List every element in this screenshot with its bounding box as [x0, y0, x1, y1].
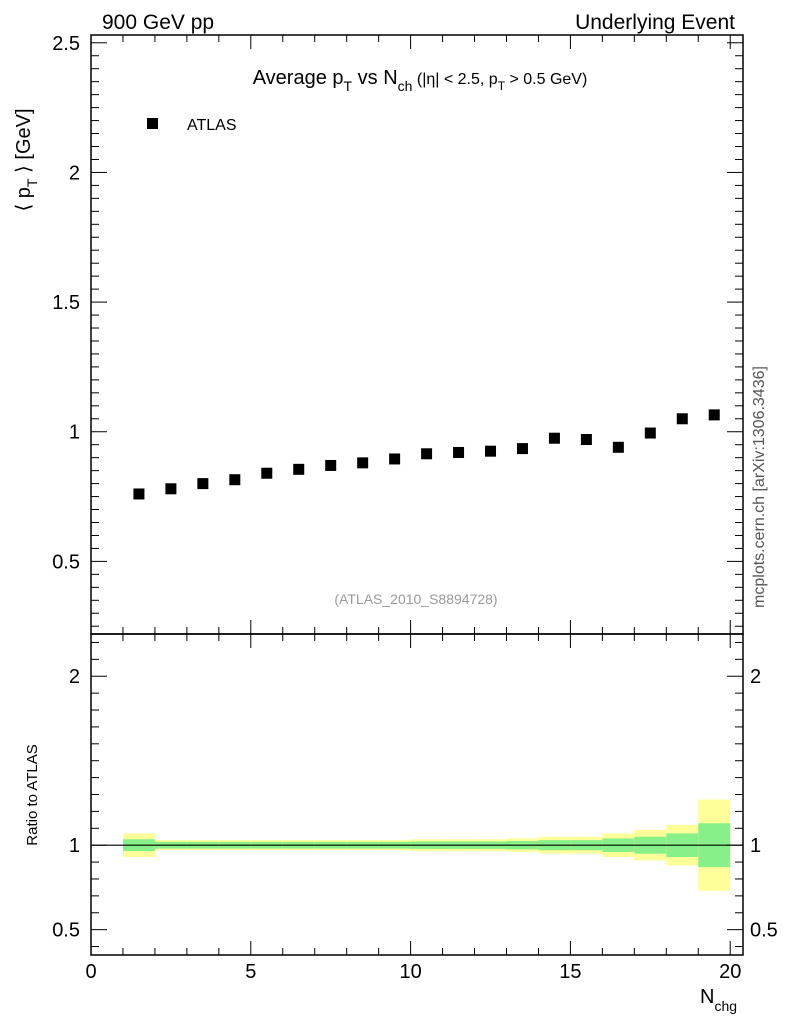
ratio-y-tick-label-left-0: 0.5 [52, 920, 80, 942]
main-y-tick-label-4: 2.5 [52, 33, 80, 55]
legend-label: ATLAS [187, 117, 237, 134]
main-title: Average pT vs Nch (|η| < 2.5, pT > 0.5 G… [253, 67, 588, 94]
ratio-y-tick-label-right-2: 2 [750, 666, 761, 688]
data-point-12 [516, 443, 528, 455]
x-tick-label-0: 0 [85, 961, 96, 983]
header-right: Underlying Event [575, 11, 735, 34]
data-point-2 [197, 478, 209, 490]
data-point-13 [548, 432, 560, 444]
x-tick-label-3: 15 [559, 961, 581, 983]
x-tick-label-4: 20 [719, 961, 741, 983]
main-y-tick-label-3: 2 [69, 162, 80, 184]
data-point-6 [325, 459, 337, 471]
main-y-tick-label-2: 1.5 [52, 292, 80, 314]
legend-marker [147, 118, 158, 129]
ratio-y-tick-label-right-1: 1 [750, 835, 761, 857]
main-y-label: ⟨ pT ⟩ [GeV] [13, 108, 40, 211]
data-point-9 [421, 448, 433, 460]
main-y-tick-label-0: 0.5 [52, 551, 80, 573]
data-point-17 [676, 413, 688, 425]
side-label: mcplots.cern.ch [arXiv:1306.3436] [751, 366, 768, 608]
data-point-0 [133, 488, 145, 500]
ratio-y-tick-label-right-0: 0.5 [750, 920, 778, 942]
main-plot: 0.5 1 1.5 2 2.5 [52, 33, 744, 635]
data-point-1 [165, 483, 177, 495]
main-y-tick-label-1: 1 [69, 422, 80, 444]
data-point-10 [453, 446, 465, 458]
data-point-8 [389, 453, 401, 465]
data-point-15 [612, 441, 624, 453]
data-point-3 [229, 474, 241, 486]
data-point-14 [580, 434, 592, 446]
data-point-5 [293, 463, 305, 475]
data-point-7 [357, 457, 369, 469]
header-left: 900 GeV pp [102, 11, 214, 34]
data-point-16 [644, 427, 656, 439]
x-tick-label-1: 5 [245, 961, 256, 983]
data-point-18 [708, 409, 720, 421]
ratio-y-label: Ratio to ATLAS [24, 744, 41, 845]
ratio-frame [90, 633, 744, 956]
analysis-label: (ATLAS_2010_S8894728) [334, 591, 497, 607]
ratio-plot: 0 5 10 15 20 0.5 0.5 1 1 2 2 [52, 633, 778, 983]
ratio-y-tick-label-left-1: 1 [69, 835, 80, 857]
ratio-y-tick-label-left-2: 2 [69, 666, 80, 688]
data-point-4 [261, 467, 273, 479]
x-axis-label: Nchg [700, 986, 737, 1014]
x-tick-label-2: 10 [399, 961, 421, 983]
data-point-11 [485, 445, 497, 457]
